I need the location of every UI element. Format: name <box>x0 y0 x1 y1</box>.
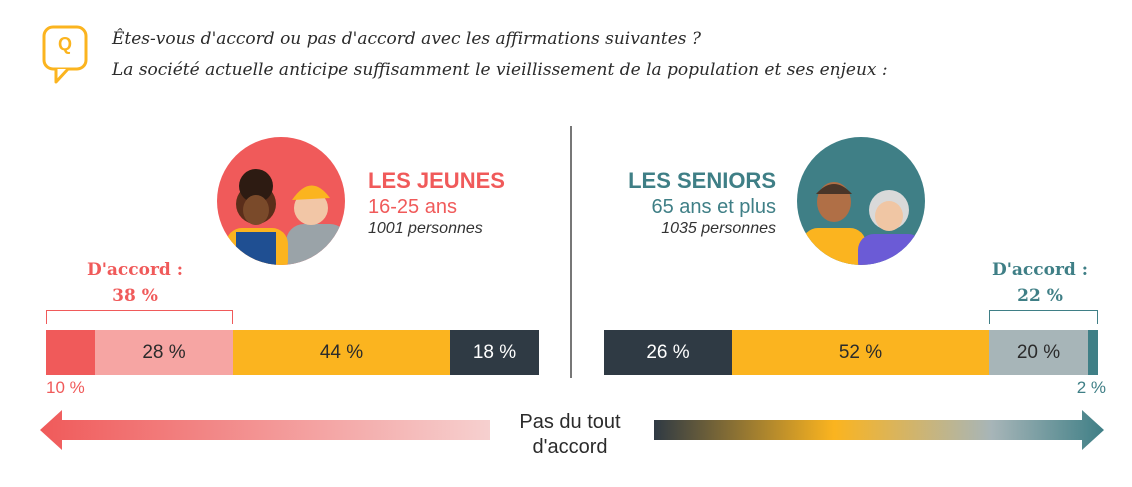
scale-label-line-1: Pas du tout <box>519 411 621 433</box>
jeunes-count: 1001 personnes <box>368 220 483 237</box>
seniors-illustration-icon <box>797 137 925 265</box>
seniors-bar-segment-label-1: 26 % <box>646 341 690 363</box>
question-badge-icon <box>42 25 88 84</box>
seniors-title: LES SENIORS <box>628 168 776 193</box>
center-divider <box>570 126 572 378</box>
jeunes-title: LES JEUNES <box>368 168 505 193</box>
jeunes-bar-segment-label-2: 28 % <box>142 341 186 363</box>
jeunes-agree-bracket <box>46 310 233 324</box>
seniors-agree-bracket <box>989 310 1098 324</box>
jeunes-bar-segment-3: 44 % <box>233 330 450 375</box>
seniors-count: 1035 personnes <box>661 220 776 237</box>
right-arrow-icon <box>654 410 1104 450</box>
jeunes-bar-segment-label-3: 44 % <box>319 341 364 363</box>
left-arrow-icon <box>40 410 490 450</box>
seniors-segment-label-outside: 2 % <box>1076 378 1106 397</box>
seniors-bar-segment-label-2: 52 % <box>838 341 883 363</box>
seniors-bar-segment-2: 52 % <box>732 330 989 375</box>
jeunes-segment-label-outside: 10 % <box>46 378 85 397</box>
agreement-scale-arrow <box>40 410 1104 450</box>
question-line-1: Êtes-vous d'accord ou pas d'accord avec … <box>112 29 702 49</box>
jeunes-stacked-bar: 28 % 44 % 18 % <box>46 330 540 375</box>
jeunes-bar-segment-label-4: 18 % <box>472 341 517 363</box>
jeunes-bar-segment-4: 18 % <box>450 330 539 375</box>
seniors-bar-segment-1: 26 % <box>604 330 732 375</box>
question-line-2: La société actuelle anticipe suffisammen… <box>112 60 888 80</box>
question-badge-letter: Q <box>57 34 72 54</box>
seniors-agree-value: 22 % <box>1017 286 1063 306</box>
seniors-agree-label: D'accord : <box>991 260 1089 280</box>
scale-label: Pas du tout d'accord <box>490 410 650 460</box>
seniors-bar-segment-label-3: 20 % <box>1016 341 1061 363</box>
seniors-bar-segment-4 <box>1088 330 1098 375</box>
jeunes-bar-segment-1 <box>46 330 95 375</box>
scale-label-line-2: d'accord <box>532 436 608 458</box>
young-people-illustration-icon <box>217 137 345 265</box>
jeunes-agree-label: D'accord : <box>86 260 184 280</box>
seniors-age: 65 ans et plus <box>651 196 776 218</box>
seniors-bar-segment-3: 20 % <box>989 330 1088 375</box>
jeunes-bar-segment-2: 28 % <box>95 330 233 375</box>
jeunes-age: 16-25 ans <box>368 196 457 218</box>
seniors-stacked-bar: 26 % 52 % 20 % <box>604 330 1098 375</box>
jeunes-agree-value: 38 % <box>112 286 158 306</box>
